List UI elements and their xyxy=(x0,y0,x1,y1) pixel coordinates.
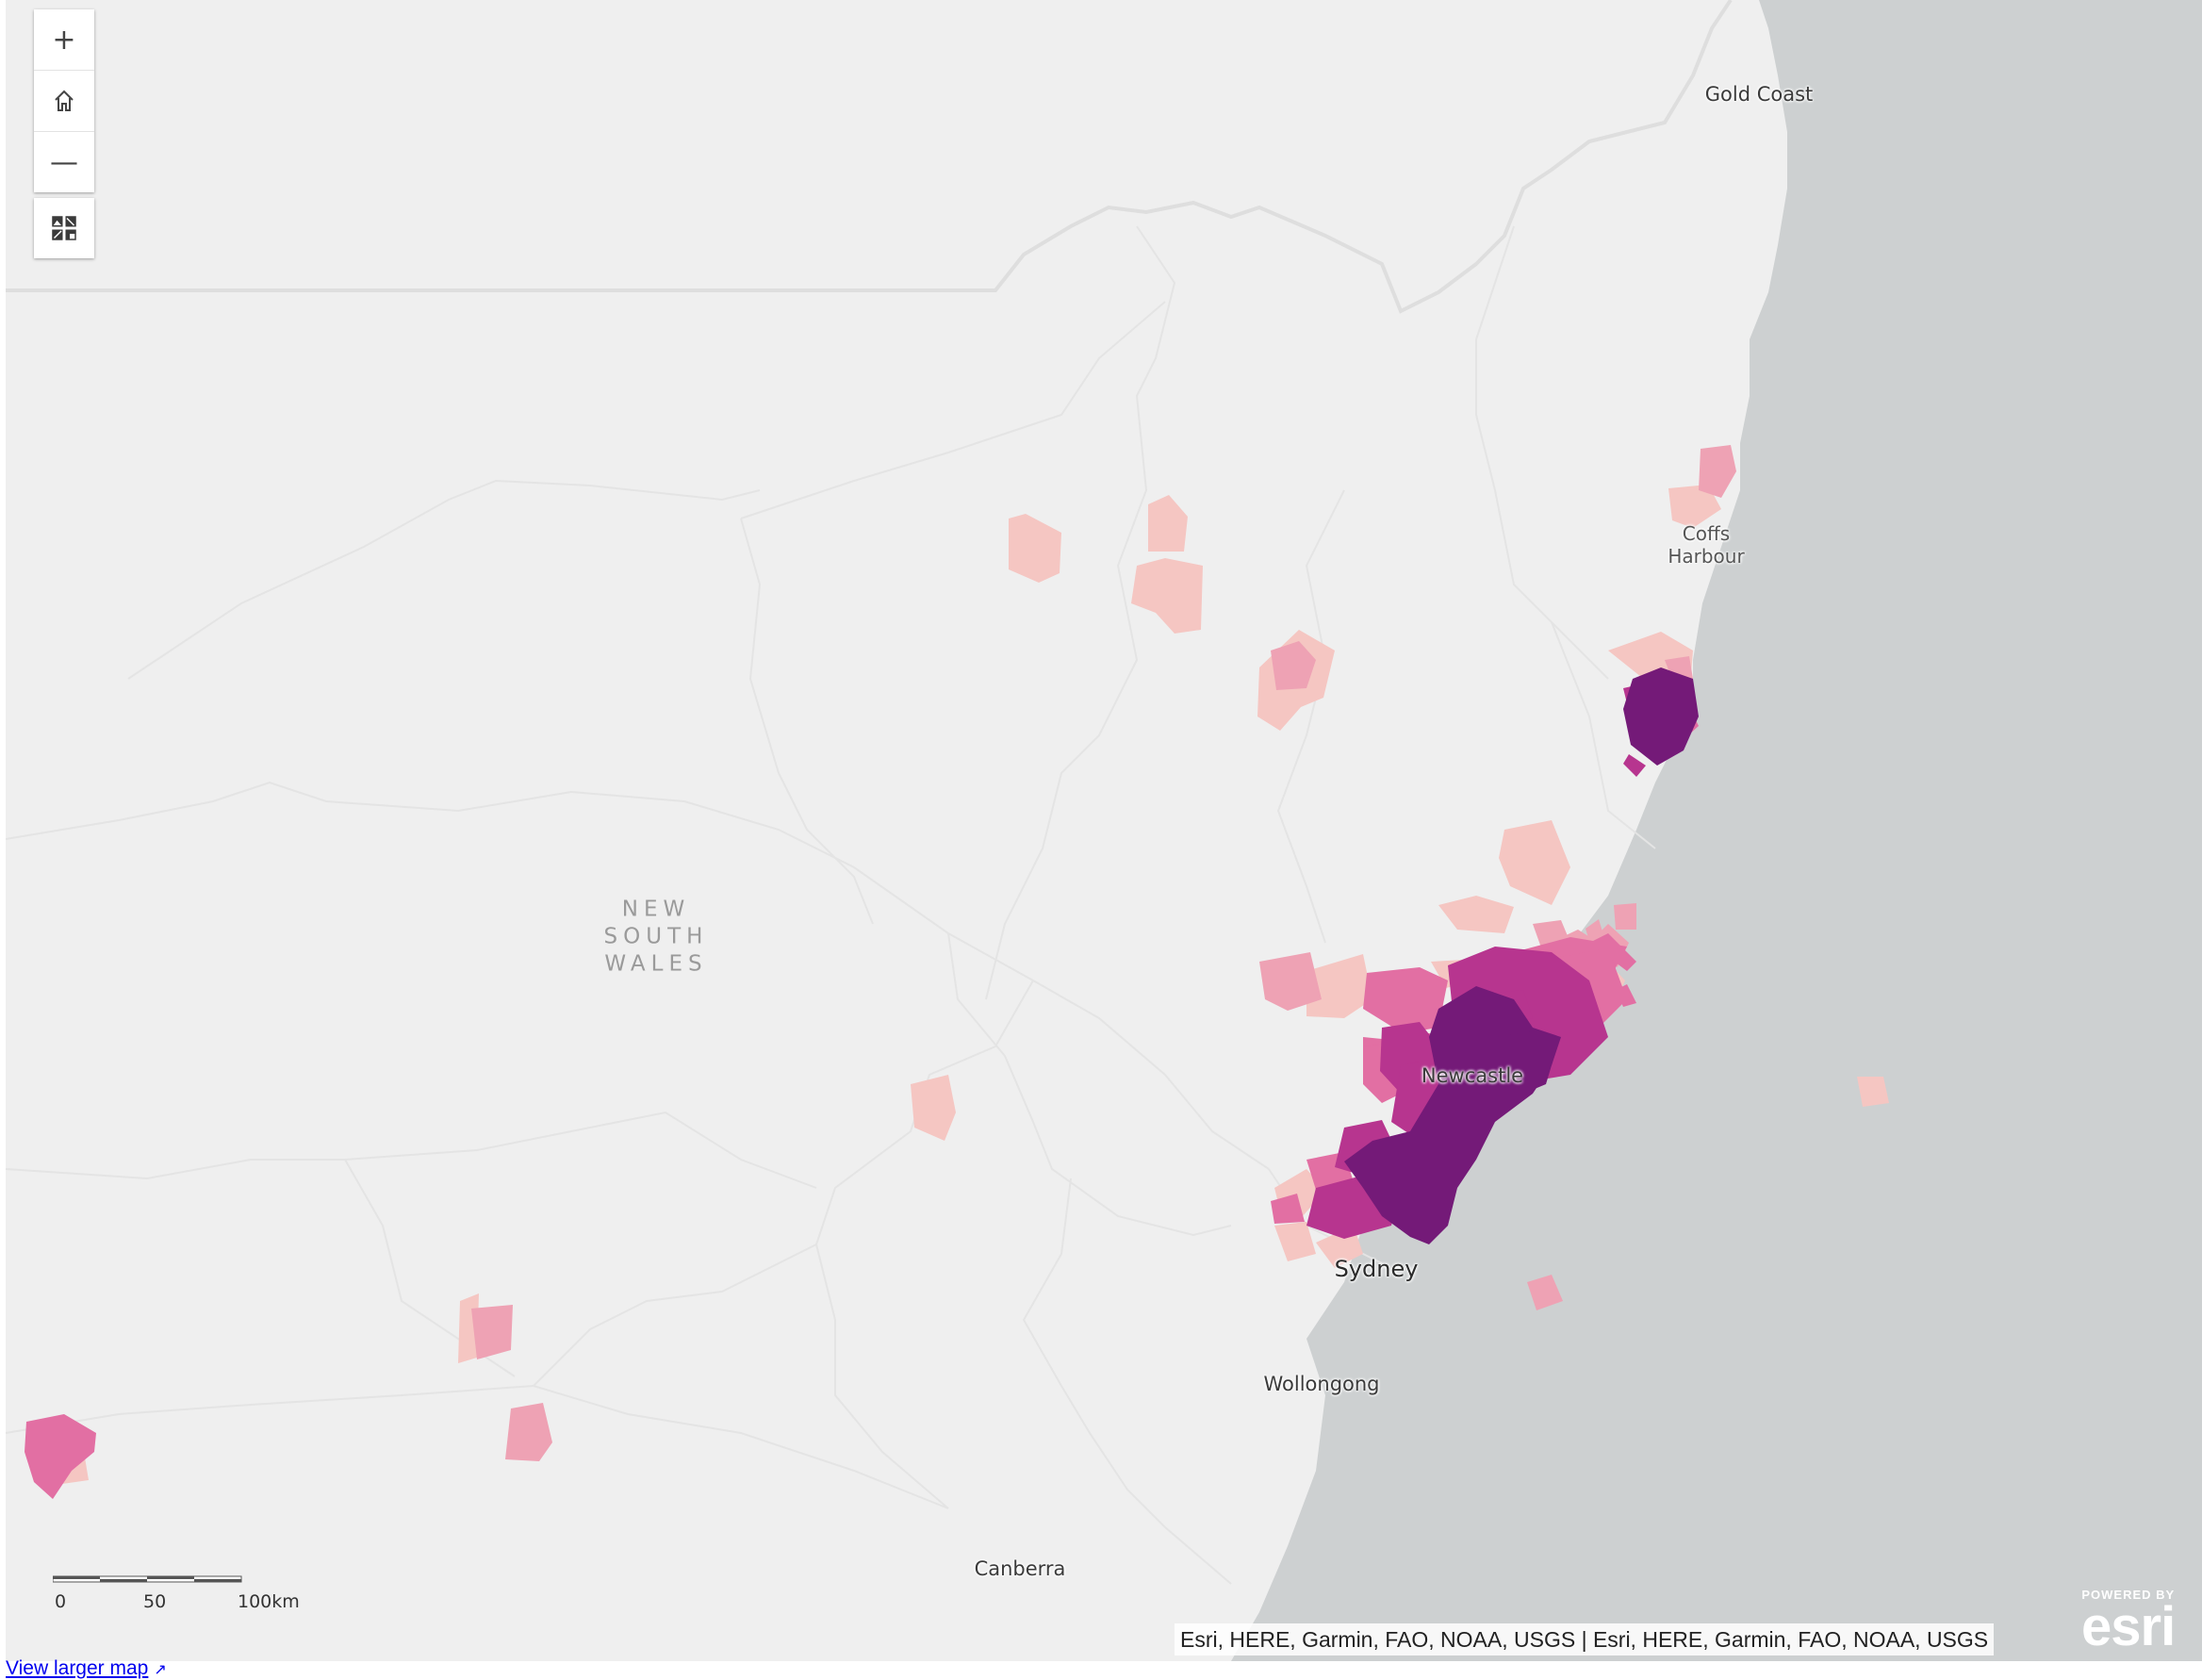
scale-tick-100km: 100km xyxy=(238,1591,300,1612)
esri-logo: POWERED BY esri xyxy=(2081,1588,2176,1657)
zoom-controls: + — xyxy=(34,9,94,192)
gold-coast-label: Gold Coast xyxy=(1704,83,1814,106)
home-button[interactable] xyxy=(34,71,94,132)
state-border xyxy=(6,0,1733,314)
basemap-gallery-control xyxy=(34,198,94,258)
zoom-out-button[interactable]: — xyxy=(50,145,78,179)
coffs-harbour-label-line-1: Coffs xyxy=(1682,522,1731,545)
coffs-harbour-label-line-2: Harbour xyxy=(1668,545,1745,568)
state-label-line-1: NEW xyxy=(621,897,691,922)
ocean xyxy=(1231,0,2202,1661)
state-label-line-2: SOUTH xyxy=(603,924,709,949)
coffs-harbour-label: Coffs Harbour xyxy=(1668,522,1744,568)
powered-by-text: POWERED BY xyxy=(2081,1588,2176,1602)
basemap xyxy=(6,0,2202,1661)
choropleth-layer[interactable] xyxy=(25,445,1889,1499)
esri-brand: esri xyxy=(2081,1596,2176,1657)
sydney-label: Sydney xyxy=(1334,1256,1419,1282)
newcastle-label: Newcastle xyxy=(1421,1064,1524,1087)
basemap-gallery-button[interactable] xyxy=(34,198,94,258)
home-icon xyxy=(55,90,74,111)
view-larger-map-text: View larger map xyxy=(6,1657,149,1679)
scale-tick-50: 50 xyxy=(143,1591,167,1612)
view-larger-map-link[interactable]: View larger map ↗ xyxy=(6,1657,167,1680)
state-label-line-3: WALES xyxy=(604,951,708,977)
map-view[interactable]: Gold Coast Coffs Harbour NEW SOUTH WALES… xyxy=(6,0,2202,1661)
scale-bar: 0 50 100km xyxy=(52,1573,300,1612)
zoom-in-button[interactable]: + xyxy=(34,9,94,71)
scale-bar-graphic xyxy=(52,1575,242,1583)
state-label: NEW SOUTH WALES xyxy=(604,897,709,979)
region-boundaries xyxy=(6,225,1656,1585)
scale-tick-0: 0 xyxy=(55,1591,67,1612)
basemap-gallery-icon xyxy=(52,216,76,240)
external-link-icon: ↗ xyxy=(154,1662,167,1678)
canberra-label: Canberra xyxy=(974,1557,1066,1580)
wollongong-label: Wollongong xyxy=(1263,1373,1380,1395)
map-attribution: Esri, HERE, Garmin, FAO, NOAA, USGS | Es… xyxy=(1175,1623,1995,1655)
